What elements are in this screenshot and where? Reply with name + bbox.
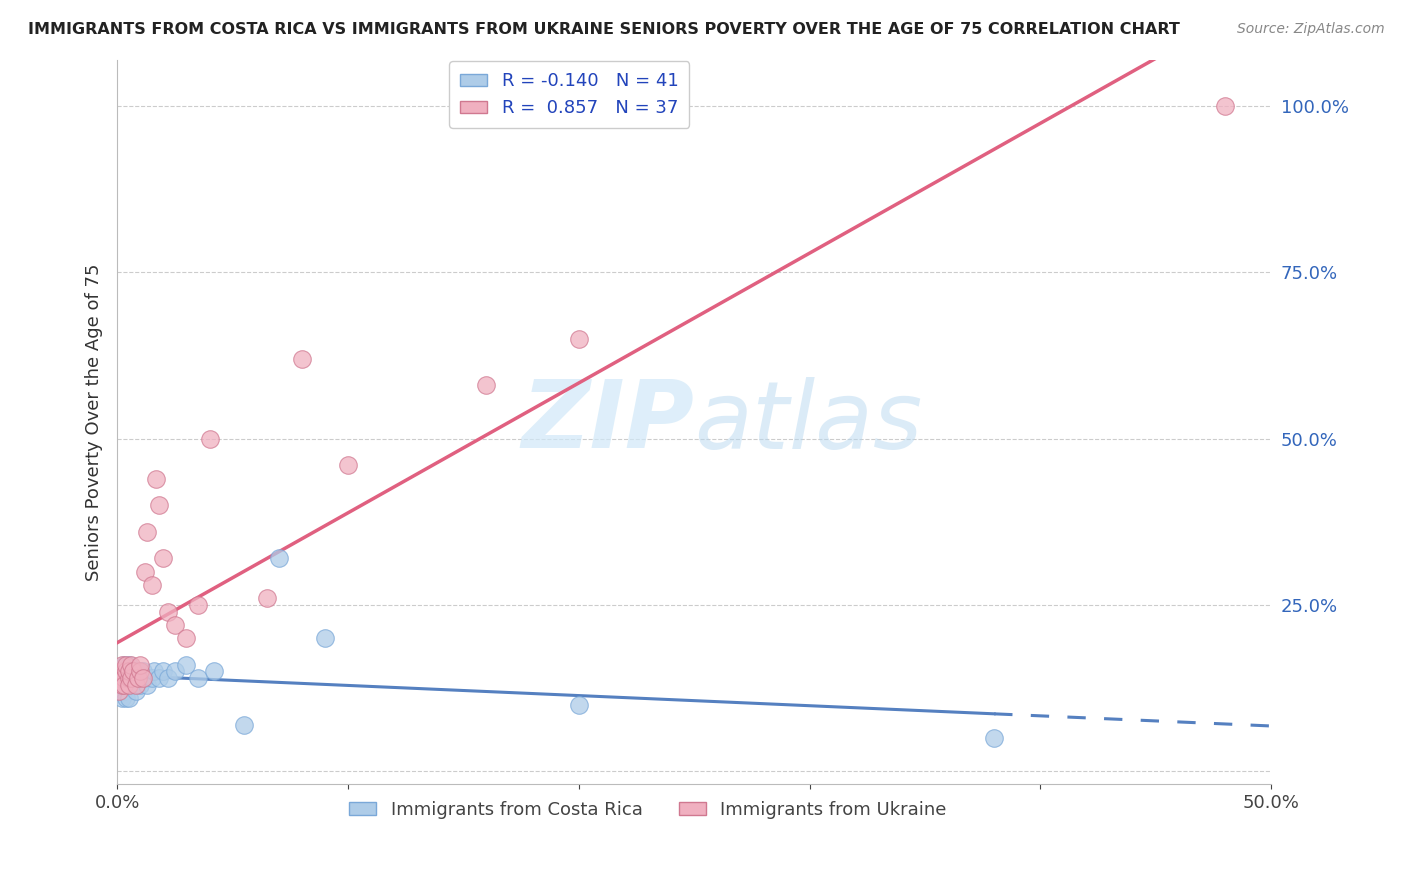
Point [111,665,134,679]
Point [267,551,290,566]
Point [111,657,134,672]
Point [115,665,138,679]
Point [120,657,142,672]
Point [314,631,336,645]
Text: Source: ZipAtlas.com: Source: ZipAtlas.com [1237,22,1385,37]
Point [256,591,278,606]
Point [118,678,141,692]
Point [131,665,153,679]
Point [108,671,131,685]
Legend: Immigrants from Costa Rica, Immigrants from Ukraine: Immigrants from Costa Rica, Immigrants f… [342,794,953,826]
Point [111,678,134,692]
Point [115,690,138,705]
Point [112,684,135,698]
Point [202,665,225,679]
Point [111,665,134,679]
Text: IMMIGRANTS FROM COSTA RICA VS IMMIGRANTS FROM UKRAINE SENIORS POVERTY OVER THE A: IMMIGRANTS FROM COSTA RICA VS IMMIGRANTS… [28,22,1180,37]
Point [112,671,135,685]
Point [111,678,134,692]
Point [176,631,198,645]
Y-axis label: Seniors Poverty Over the Age of 75: Seniors Poverty Over the Age of 75 [86,263,103,581]
Point [120,671,142,685]
Point [336,458,359,473]
Point [148,498,170,512]
Point [122,678,145,692]
Point [118,665,141,679]
Point [111,690,134,705]
Point [136,524,159,539]
Point [129,671,152,685]
Point [148,671,170,685]
Point [233,717,256,731]
Point [129,678,152,692]
Point [122,665,145,679]
Point [983,731,1005,745]
Point [152,551,174,566]
Point [115,678,138,692]
Point [122,665,145,679]
Point [187,598,209,612]
Point [568,332,591,346]
Point [124,684,146,698]
Point [1213,99,1236,113]
Point [124,671,146,685]
Point [131,671,153,685]
Point [112,678,135,692]
Point [156,605,179,619]
Point [129,665,152,679]
Point [115,657,138,672]
Point [143,665,166,679]
Point [127,665,149,679]
Point [118,657,141,672]
Point [163,665,186,679]
Point [291,351,314,366]
Text: ZIP: ZIP [522,376,695,468]
Point [112,671,135,685]
Point [152,665,174,679]
Point [108,684,131,698]
Point [176,657,198,672]
Point [163,617,186,632]
Point [127,671,149,685]
Point [141,578,163,592]
Point [475,378,498,392]
Point [108,684,131,698]
Point [145,471,167,485]
Point [118,671,141,685]
Point [112,657,135,672]
Point [136,678,159,692]
Text: atlas: atlas [695,376,922,467]
Point [108,671,131,685]
Point [134,671,156,685]
Point [124,678,146,692]
Point [120,671,142,685]
Point [198,432,221,446]
Point [141,671,163,685]
Point [118,678,141,692]
Point [156,671,179,685]
Point [118,690,141,705]
Point [120,665,142,679]
Point [187,671,209,685]
Point [115,665,138,679]
Point [129,657,152,672]
Point [568,698,591,712]
Point [134,565,156,579]
Point [118,671,141,685]
